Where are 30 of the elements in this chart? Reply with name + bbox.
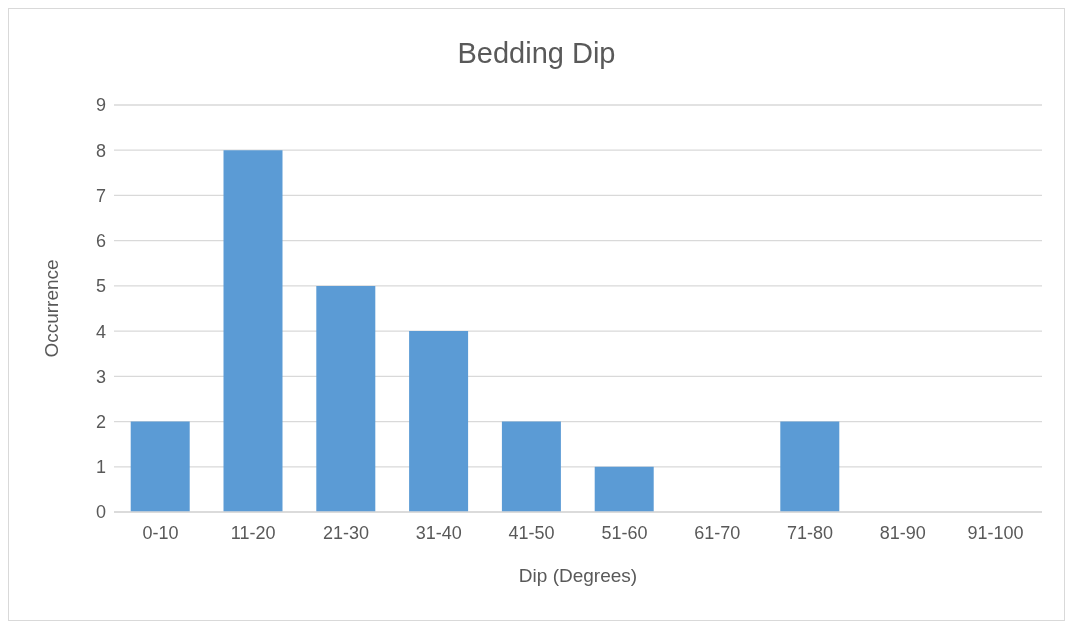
x-tick-label: 81-90: [879, 522, 926, 543]
x-axis-title: Dip (Degrees): [518, 565, 638, 586]
bar: [409, 331, 469, 512]
bar: [780, 421, 840, 512]
x-tick-label: 21-30: [322, 522, 370, 543]
x-tick-label: 0-10: [142, 522, 179, 543]
y-tick-label: 6: [95, 231, 106, 252]
x-tick-label: 11-20: [230, 522, 276, 543]
y-tick-label: 0: [95, 502, 106, 523]
x-tick-label: 31-40: [415, 522, 462, 543]
x-tick-label: 71-80: [786, 522, 834, 543]
bar: [594, 466, 654, 512]
chart-title: Bedding Dip: [456, 37, 617, 70]
bar: [223, 150, 283, 512]
y-tick-label: 5: [95, 276, 106, 297]
y-tick-label: 3: [95, 366, 106, 387]
y-tick-label: 8: [95, 140, 106, 161]
bar: [501, 421, 561, 512]
y-tick-label: 7: [95, 185, 106, 206]
y-tick-label: 9: [95, 95, 106, 116]
x-tick-label: 91-100: [967, 522, 1024, 543]
bar: [130, 421, 190, 512]
y-axis-title: Occurrence: [40, 259, 62, 358]
y-tick-label: 2: [95, 411, 106, 432]
x-tick-label: 61-70: [694, 522, 741, 543]
y-tick-label: 1: [95, 457, 106, 478]
y-tick-label: 4: [95, 321, 106, 342]
x-tick-label: 41-50: [508, 522, 555, 543]
x-tick-label: 51-60: [601, 522, 648, 543]
bar: [316, 285, 376, 512]
